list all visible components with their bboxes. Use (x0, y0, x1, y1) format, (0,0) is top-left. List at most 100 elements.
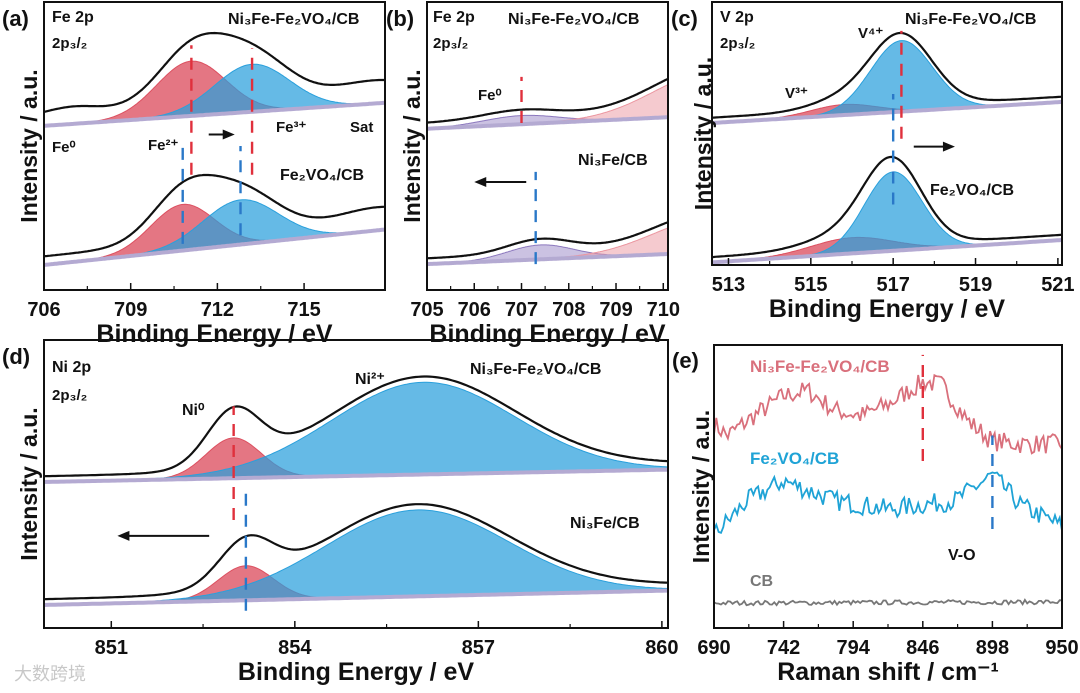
annotation-label: Fe 2p (433, 9, 475, 26)
x-tick-label: 690 (697, 637, 730, 659)
panel-label: (d) (2, 344, 30, 369)
x-tick-label: 712 (201, 299, 234, 321)
x-tick-label: 513 (712, 274, 745, 296)
x-axis-label: Binding Energy / eV (96, 320, 332, 348)
annotation-label: Ni₃Fe-Fe₂VO₄/CB (470, 361, 601, 378)
envelope-line (712, 155, 1062, 259)
panel-d-plot (44, 375, 668, 611)
annotation-label: Fe 2p (52, 9, 94, 26)
envelope-line (44, 31, 385, 114)
panel-c-frame (711, 1, 1063, 266)
x-tick-label: 854 (278, 637, 312, 659)
x-tick-label: 710 (647, 299, 680, 321)
y-axis-label: Intensity / a.u. (399, 69, 425, 222)
annotation-label: V⁴⁺ (858, 25, 883, 42)
x-tick-label: 794 (837, 637, 871, 659)
annotation-label: Fe²⁺ (148, 137, 179, 154)
baseline-line (712, 99, 1062, 125)
envelope-line (712, 31, 1062, 119)
panel-label: (b) (386, 6, 414, 31)
annotation-label: Fe₂VO₄/CB (930, 182, 1014, 199)
panel-label: (e) (672, 348, 699, 373)
y-axis-label: Intensity / a.u. (690, 57, 716, 210)
x-tick-label: 706 (27, 299, 60, 321)
annotation-label: 2p₃/₂ (52, 35, 87, 52)
x-tick-label: 715 (287, 299, 320, 321)
panel-label: (c) (671, 6, 698, 31)
raman-series-line (714, 598, 1062, 607)
x-axis-label: Binding Energy / eV (238, 658, 474, 686)
arrow-head-icon (222, 129, 235, 140)
annotation-label: Ni²⁺ (355, 371, 385, 388)
x-tick-label: 521 (1041, 274, 1074, 296)
x-tick-label: 851 (95, 637, 128, 659)
annotation-label: Fe³⁺ (276, 119, 307, 136)
annotation-label: CB (750, 573, 773, 590)
annotation-label: V-O (948, 547, 976, 564)
annotation-label: Ni₃Fe/CB (578, 152, 648, 169)
baseline-line (44, 467, 668, 484)
baseline-line (44, 227, 385, 267)
peak-fe3 (44, 199, 385, 266)
x-axis-label: Binding Energy / eV (429, 320, 665, 348)
annotation-label: V 2p (720, 9, 754, 26)
panel-e-plot (714, 354, 1062, 607)
annotation-label: Sat (350, 119, 373, 136)
x-tick-label: 709 (599, 299, 632, 321)
envelope-line (44, 173, 385, 258)
baseline-line (712, 238, 1062, 265)
x-tick-label: 515 (794, 274, 827, 296)
panel-d-frame (43, 339, 669, 629)
envelope-line (44, 375, 668, 478)
arrow-head-icon (942, 141, 955, 152)
annotation-label: Fe₂VO₄/CB (280, 167, 364, 184)
y-axis-label: Intensity / a.u. (16, 69, 42, 222)
x-tick-label: 898 (976, 637, 1009, 659)
annotation-label: V³⁺ (785, 85, 808, 102)
envelope-line (44, 503, 668, 601)
x-tick-label: 708 (552, 299, 585, 321)
x-tick-label: 709 (114, 299, 147, 321)
panel-label: (a) (2, 6, 29, 31)
x-axis-label: Binding Energy / eV (769, 295, 1005, 323)
annotation-label: Fe⁰ (52, 139, 76, 156)
panel-b-frame (426, 1, 669, 291)
envelope-line (427, 77, 668, 124)
y-axis-label: Intensity / a.u. (688, 410, 714, 563)
baseline-line (427, 252, 668, 267)
annotation-label: Fe⁰ (478, 87, 502, 104)
panel-a-frame (43, 1, 386, 291)
annotation-label: Ni₃Fe-Fe₂VO₄/CB (750, 357, 890, 376)
annotation-label: Ni₃Fe-Fe₂VO₄/CB (228, 11, 359, 28)
panel-c-plot (712, 30, 1062, 265)
envelope-line (427, 221, 668, 260)
annotation-label: Ni₃Fe-Fe₂VO₄/CB (905, 11, 1036, 28)
x-axis-label: Raman shift / cm⁻¹ (777, 658, 999, 686)
annotation-label: Ni₃Fe/CB (570, 515, 640, 532)
peak-ni2 (44, 381, 668, 483)
y-axis-label: Intensity / a.u. (16, 407, 42, 560)
x-tick-label: 707 (505, 299, 538, 321)
baseline-line (44, 588, 668, 607)
raman-series-line (714, 471, 1062, 534)
baseline-line (44, 100, 385, 128)
x-tick-label: 860 (645, 637, 678, 659)
x-tick-label: 517 (876, 274, 909, 296)
x-tick-label: 742 (767, 637, 800, 659)
x-tick-label: 950 (1045, 637, 1078, 659)
raman-series-line (714, 373, 1062, 455)
x-tick-label: 705 (410, 299, 443, 321)
annotation-label: Fe₂VO₄/CB (750, 449, 839, 468)
arrow-head-icon (117, 530, 130, 541)
panel-a-plot (44, 31, 385, 267)
panel-b-plot (427, 76, 668, 267)
annotation-label: 2p₃/₂ (52, 387, 87, 404)
watermark: 大数跨境 (14, 664, 86, 685)
baseline-line (427, 115, 668, 131)
annotation-label: Ni₃Fe-Fe₂VO₄/CB (508, 11, 639, 28)
annotation-label: 2p₃/₂ (720, 35, 755, 52)
x-tick-label: 846 (906, 637, 939, 659)
x-tick-label: 857 (462, 637, 495, 659)
